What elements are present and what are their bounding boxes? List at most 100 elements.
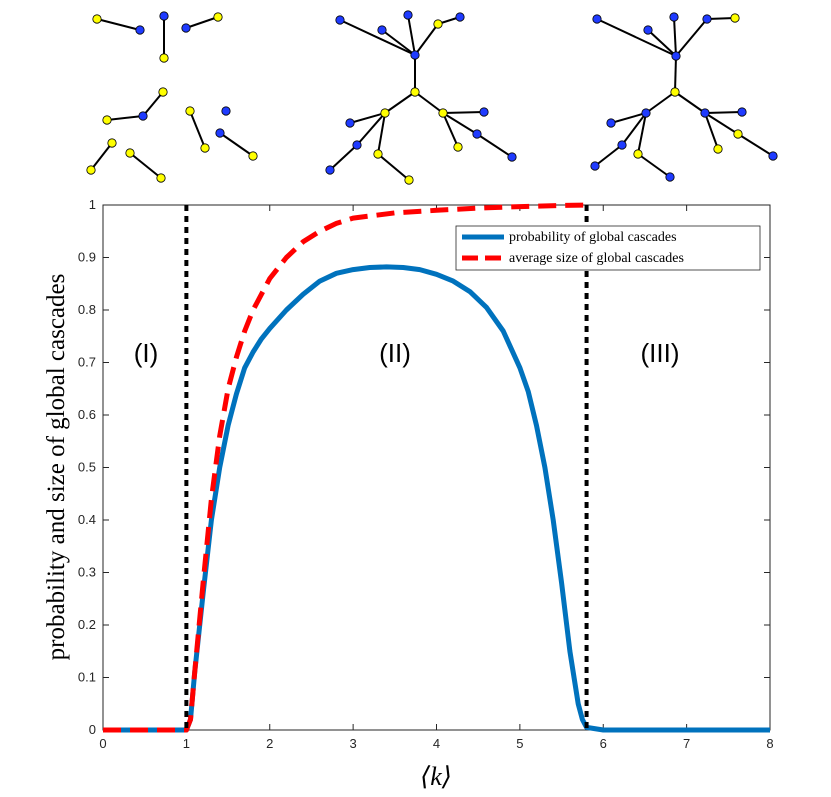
network-node-blue: [181, 23, 191, 33]
network-node-blue: [345, 118, 355, 128]
network-node-yellow: [86, 165, 96, 175]
network-edge: [673, 16, 677, 57]
network-node-blue: [700, 108, 710, 118]
network-node-blue: [737, 107, 747, 117]
network-edge: [704, 112, 739, 135]
network-edge: [594, 144, 623, 167]
network-edge: [96, 18, 141, 31]
network-edge: [219, 132, 254, 157]
network-edge: [349, 112, 386, 124]
network-edge: [675, 18, 708, 57]
network-node-yellow: [633, 149, 643, 159]
network-edge: [637, 112, 647, 155]
network-node-blue: [592, 14, 602, 24]
network-node-yellow: [730, 13, 740, 23]
series-line-average-size: [103, 202, 587, 733]
plot-frame: [102, 204, 771, 731]
y-tick-label: 0.6: [78, 407, 96, 422]
network-node-blue: [479, 107, 489, 117]
network-node-yellow: [373, 149, 383, 159]
x-tick-label: 5: [516, 736, 523, 751]
x-tick-label: 7: [683, 736, 690, 751]
legend-label-probability: probability of global cascades: [509, 230, 677, 245]
series-line-probability: [103, 264, 770, 733]
network-node-yellow: [213, 12, 223, 22]
network-graph: [325, 10, 517, 185]
network-edge: [610, 112, 647, 124]
network-node-yellow: [200, 143, 210, 153]
network-graph: [590, 12, 778, 182]
network-edge: [414, 91, 444, 114]
network-node-yellow: [248, 151, 258, 161]
network-node-blue: [671, 51, 681, 61]
network-edge: [737, 133, 774, 157]
network-edge: [674, 55, 677, 93]
network-edge: [674, 91, 706, 114]
region-label-III: (III): [641, 338, 680, 368]
network-edge: [621, 112, 647, 146]
network-node-yellow: [670, 87, 680, 97]
network-node-blue: [325, 165, 335, 175]
network-node-yellow: [733, 129, 743, 139]
legend: probability of global cascades average s…: [455, 225, 761, 271]
legend-label-average-size: average size of global cascades: [509, 251, 684, 266]
network-node-blue: [335, 15, 345, 25]
legend-box: [455, 225, 761, 271]
network-edge: [704, 112, 719, 150]
network-node-yellow: [92, 14, 102, 24]
network-node-blue: [455, 12, 465, 22]
network-node-yellow: [404, 175, 414, 185]
network-node-blue: [643, 25, 653, 35]
network-edge: [142, 91, 164, 117]
network-edge: [442, 112, 459, 148]
network-node-blue: [215, 128, 225, 138]
y-tick-label: 0.5: [78, 460, 96, 475]
network-node-blue: [221, 106, 231, 116]
x-tick-label: 6: [600, 736, 607, 751]
network-edge: [129, 152, 162, 179]
network-graph: [86, 11, 258, 183]
network-edge: [356, 112, 386, 146]
y-tick-label: 0: [89, 722, 96, 737]
network-edge: [442, 112, 478, 135]
network-node-blue: [665, 172, 675, 182]
x-tick-label: 1: [183, 736, 190, 751]
y-tick-label: 0.9: [78, 250, 96, 265]
network-node-blue: [352, 140, 362, 150]
network-edge: [706, 17, 736, 20]
network-node-yellow: [159, 53, 169, 63]
network-edge: [384, 91, 416, 114]
network-edge: [339, 19, 416, 56]
network-node-blue: [403, 10, 413, 20]
network-edge: [645, 91, 676, 114]
network-node-blue: [669, 12, 679, 22]
network-node-yellow: [158, 87, 168, 97]
y-tick-label: 0.7: [78, 355, 96, 370]
y-tick-label: 0.8: [78, 302, 96, 317]
network-node-yellow: [185, 106, 195, 116]
network-node-yellow: [102, 115, 112, 125]
network-edge: [414, 23, 439, 56]
x-axis-label: ⟨k⟩: [420, 762, 452, 791]
y-tick-label: 0.3: [78, 565, 96, 580]
network-node-yellow: [156, 173, 166, 183]
y-tick-label: 0.4: [78, 512, 96, 527]
y-tick-label: 1: [89, 197, 96, 212]
network-node-blue: [641, 108, 651, 118]
network-node-blue: [768, 151, 778, 161]
network-edge: [476, 133, 513, 158]
network-node-blue: [617, 140, 627, 150]
network-node-blue: [590, 161, 600, 171]
network-edge: [704, 111, 743, 114]
network-node-blue: [507, 152, 517, 162]
y-tick-label: 0.1: [78, 670, 96, 685]
network-diagrams: [86, 10, 778, 185]
network-node-yellow: [380, 108, 390, 118]
x-tick-label: 3: [350, 736, 357, 751]
network-edge: [377, 153, 410, 181]
network-node-blue: [472, 129, 482, 139]
network-edge: [407, 14, 416, 56]
region-label-I: (I): [134, 338, 159, 368]
network-edge: [377, 112, 386, 155]
